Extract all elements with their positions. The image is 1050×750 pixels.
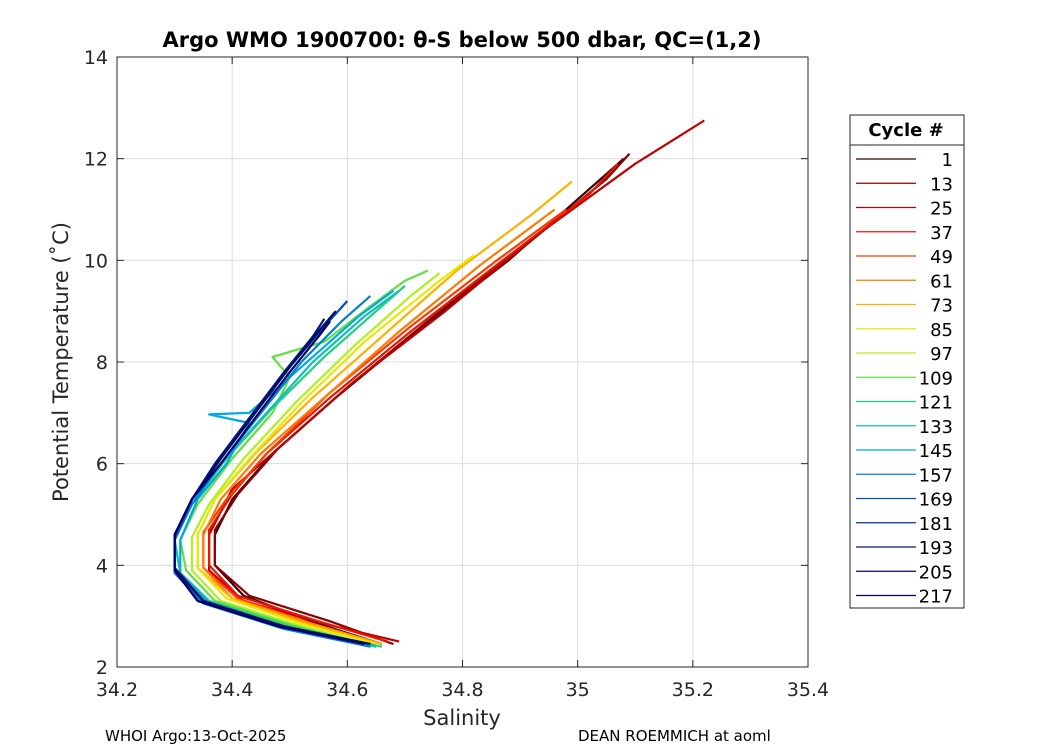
legend-title: Cycle # [868,120,943,141]
y-tick-label: 14 [84,47,108,69]
x-tick-label: 34.2 [96,679,138,701]
series-line [173,320,365,646]
series-group [173,119,705,648]
y-tick-label: 8 [96,352,108,374]
legend-label: 205 [919,562,953,583]
series-line [190,272,441,648]
legend-label: 37 [930,223,953,244]
legend-label: 157 [919,465,953,486]
y-tick-label: 10 [84,250,108,272]
footer-left: WHOI Argo:13-Oct-2025 [105,727,286,745]
legend-label: 85 [930,320,953,341]
x-tick-label: 35.2 [672,679,714,701]
x-tick-label: 34.6 [326,679,368,701]
series-line [196,254,475,646]
y-tick-label: 2 [96,657,108,679]
legend-label: 145 [919,441,953,462]
legend-label: 181 [919,514,953,535]
x-tick-label: 34.4 [211,679,253,701]
x-tick-label: 34.8 [441,679,483,701]
legend-label: 25 [930,199,953,220]
y-axis-label: Potential Temperature (˚C) [49,222,73,502]
chart-title: Argo WMO 1900700: θ-S below 500 dbar, QC… [163,28,762,52]
legend-label: 133 [919,417,953,438]
footer-right: DEAN ROEMMICH at aoml [578,727,771,745]
legend-label: 49 [930,247,953,268]
x-tick-label: 35.4 [787,679,829,701]
legend-label: 13 [930,174,953,195]
legend-label: 61 [930,271,953,292]
legend-label: 193 [919,538,953,559]
legend-label: 169 [919,490,953,511]
x-axis-label: Salinity [423,706,501,730]
legend-label: 1 [942,150,953,171]
y-axis-ticks: 2 4 6 8 10 12 14 [84,47,808,679]
legend-label: 97 [930,344,953,365]
y-tick-label: 6 [96,454,108,476]
y-tick-label: 4 [96,555,108,577]
x-axis-ticks: 34.2 34.4 34.6 34.8 35 35.2 35.4 [96,57,829,701]
legend-label: 109 [919,368,953,389]
legend: Cycle # 1 13 25 37 49 61 73 85 97 109 121 133 145 157… [849,114,965,609]
legend-label: 121 [919,393,953,414]
y-tick-label: 12 [84,149,108,171]
legend-box [849,114,965,609]
x-tick-label: 35 [566,679,590,701]
series-line [202,208,567,646]
legend-items: 1 13 25 37 49 61 73 85 97 109 121 133 145 157 169 181 19… [856,150,953,608]
legend-label: 217 [919,587,953,608]
legend-label: 73 [930,296,953,317]
